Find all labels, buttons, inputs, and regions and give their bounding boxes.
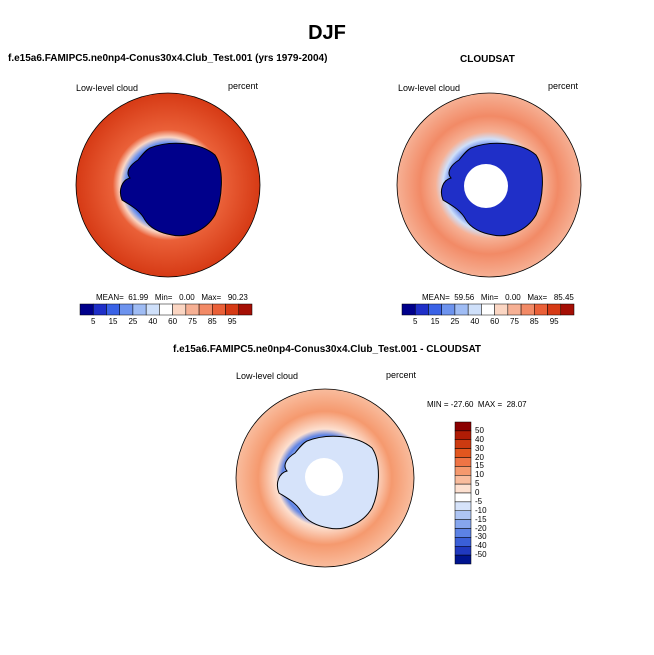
antarctica-outline [119, 142, 222, 237]
diff-colorbar-tick-label: 20 [475, 452, 484, 462]
diff-colorbar-tick-label: -15 [475, 514, 487, 524]
obs-colorbar-swatch [481, 303, 495, 316]
model-colorbar-swatch [225, 303, 240, 316]
diff-colorbar-tick-label: -40 [475, 541, 487, 551]
missing-data-hole [464, 164, 508, 208]
model-colorbar-swatch [132, 303, 147, 316]
diff-colorbar-swatch [454, 466, 472, 476]
diff-units-label: percent [386, 370, 417, 380]
diff-colorbar-tick-label: 10 [475, 470, 484, 480]
obs-colorbar-swatch [494, 303, 509, 316]
diff-colorbar-swatch [454, 439, 472, 449]
diff-colorbar-swatch [454, 501, 472, 511]
diff-colorbar-swatch [454, 457, 472, 467]
obs-colorbar-tick-label: 5 [412, 317, 418, 326]
diff-colorbar-swatch [454, 483, 472, 494]
diff-colorbar-tick-label: -30 [475, 532, 487, 542]
model-polar-map [75, 92, 261, 278]
obs-colorbar-swatch [401, 303, 416, 316]
obs-stats: MEAN= 59.56 Min= 0.00 Max= 85.45 [422, 293, 574, 302]
diff-colorbar-swatch [454, 537, 472, 547]
obs-variable-label: Low-level cloud [398, 83, 461, 93]
obs-colorbar-tick-label: 60 [490, 317, 500, 326]
diff-colorbar-tick-label: -5 [475, 496, 483, 506]
obs-colorbar-swatch [520, 303, 535, 316]
obs-colorbar-tick-label: 95 [549, 317, 559, 326]
diff-colorbar-swatch [454, 554, 472, 565]
model-colorbar-swatch [198, 303, 213, 316]
diff-polar-map [235, 388, 415, 568]
model-colorbar-tick-label: 15 [108, 317, 118, 326]
diff-colorbar-tick-label: 0 [475, 488, 480, 497]
diff-stats: MIN = -27.60 MAX = 28.07 [427, 400, 527, 409]
diff-colorbar-tick-label: 50 [475, 425, 484, 435]
obs-colorbar [401, 303, 575, 316]
model-units-label: percent [228, 81, 259, 91]
diff-colorbar-swatch [454, 510, 472, 520]
model-panel-title: f.e15a6.FAMIPC5.ne0np4-Conus30x4.Club_Te… [8, 53, 328, 64]
obs-panel-title: CLOUDSAT [460, 54, 515, 65]
model-colorbar-swatch [106, 303, 120, 316]
model-colorbar-swatch [212, 303, 226, 316]
model-colorbar-tick-label: 95 [227, 317, 237, 326]
obs-colorbar-swatch [414, 303, 429, 316]
model-stats: MEAN= 61.99 Min= 0.00 Max= 90.23 [96, 293, 248, 302]
diff-colorbar-swatch [454, 492, 472, 503]
diff-colorbar-tick-label: -10 [475, 505, 487, 515]
obs-colorbar-swatch [547, 303, 562, 316]
obs-colorbar-tick-label: 85 [529, 317, 539, 326]
model-colorbar-swatch [238, 303, 253, 316]
model-colorbar-swatch [92, 303, 107, 316]
diff-colorbar-swatch [454, 448, 472, 458]
diff-colorbar-tick-label: 5 [475, 479, 480, 489]
model-colorbar-tick-label: 75 [188, 317, 197, 326]
obs-colorbar-swatch [467, 303, 482, 316]
diff-colorbar-swatch [454, 430, 472, 440]
model-colorbar-swatch [159, 303, 173, 316]
season-title: DJF [308, 22, 346, 44]
model-colorbar-swatch [172, 303, 187, 316]
obs-colorbar-swatch [454, 303, 469, 316]
model-colorbar-tick-label: 40 [148, 317, 158, 326]
model-colorbar-tick-label: 5 [90, 317, 96, 326]
diff-variable-label: Low-level cloud [236, 371, 299, 381]
diff-colorbar-tick-label: 40 [475, 434, 484, 444]
model-colorbar-swatch [79, 303, 94, 316]
obs-colorbar-tick-label: 25 [450, 317, 460, 326]
model-colorbar-swatch [119, 303, 134, 316]
diff-colorbar-swatch [454, 528, 472, 538]
diff-colorbar [454, 421, 472, 565]
obs-colorbar-swatch [441, 303, 456, 316]
obs-units-label: percent [548, 81, 579, 91]
missing-data-hole [305, 458, 343, 496]
obs-polar-map [396, 92, 582, 278]
obs-colorbar-tick-label: 75 [510, 317, 519, 326]
diff-colorbar-tick-label: -50 [475, 550, 487, 560]
diff-colorbar-swatch [454, 421, 472, 432]
model-colorbar-swatch [185, 303, 200, 316]
obs-colorbar-swatch [428, 303, 442, 316]
model-colorbar-tick-label: 60 [168, 317, 178, 326]
diff-colorbar-swatch [454, 519, 472, 529]
diff-colorbar-swatch [454, 475, 472, 485]
diff-colorbar-tick-label: -20 [475, 523, 487, 533]
model-colorbar [79, 303, 253, 316]
diff-colorbar-tick-label: 15 [475, 461, 484, 471]
obs-colorbar-tick-label: 15 [430, 317, 440, 326]
model-colorbar-tick-label: 85 [207, 317, 217, 326]
obs-colorbar-swatch [560, 303, 575, 316]
model-colorbar-tick-label: 25 [128, 317, 138, 326]
model-colorbar-swatch [145, 303, 160, 316]
obs-colorbar-swatch [507, 303, 522, 316]
model-variable-label: Low-level cloud [76, 83, 139, 93]
obs-colorbar-swatch [534, 303, 548, 316]
obs-colorbar-tick-label: 40 [470, 317, 480, 326]
diff-panel-title: f.e15a6.FAMIPC5.ne0np4-Conus30x4.Club_Te… [173, 344, 482, 355]
diff-colorbar-tick-label: 30 [475, 443, 484, 453]
diff-colorbar-swatch [454, 546, 472, 556]
